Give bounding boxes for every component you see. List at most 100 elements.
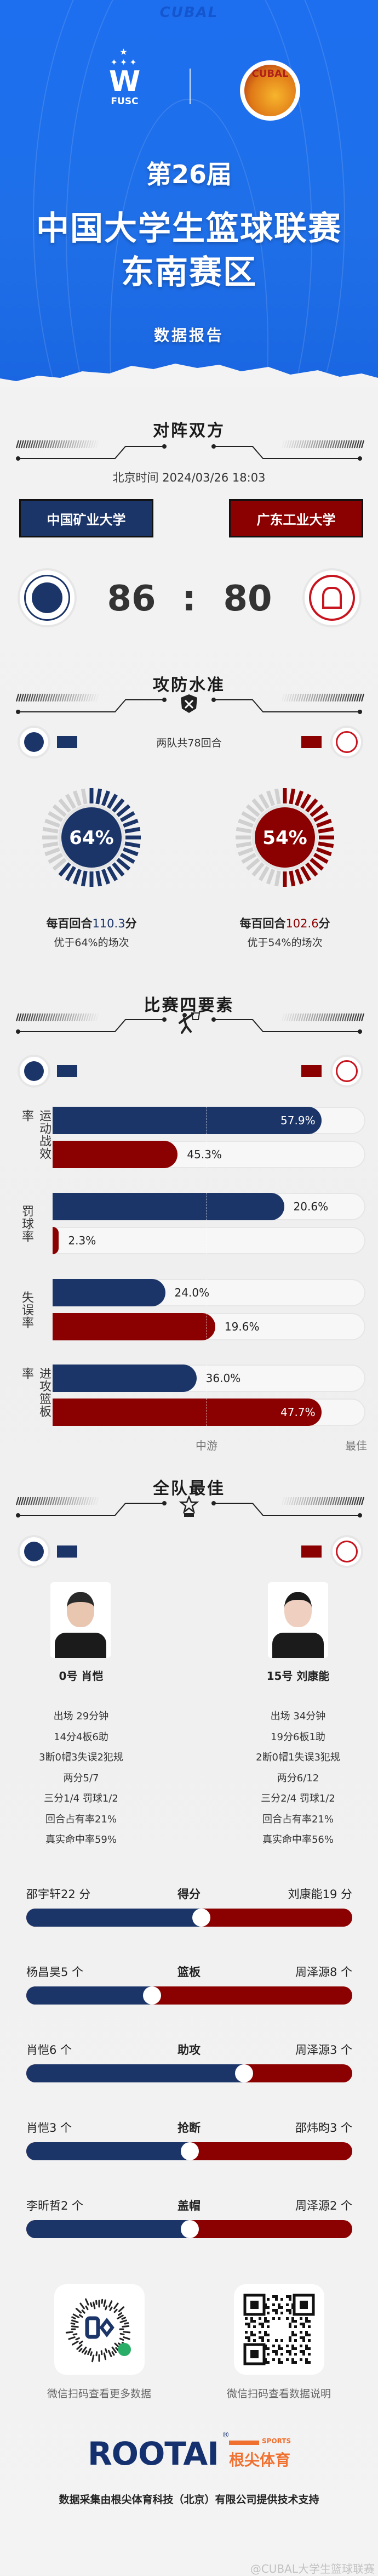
away-team-name: 广东工业大学 (256, 512, 336, 528)
possessions-total: 两队共78回合 (156, 737, 222, 749)
ring-tick (300, 794, 312, 809)
away-color-chip (301, 1545, 322, 1558)
home-color-chip (57, 736, 77, 748)
section-divider (0, 1012, 378, 1034)
sponsor-chinese-name: 根尖体育 (229, 2451, 291, 2469)
ring-tick (42, 826, 59, 834)
factor-home-track: 24.0% (53, 1279, 365, 1306)
ring-tick (318, 841, 334, 848)
qr-left-caption: 微信扫码查看更多数据 (47, 2388, 151, 2400)
leader-home-share (26, 1909, 202, 1927)
trophy-icon (179, 1494, 199, 1517)
leader-away: 邵炜昀3 个 (295, 2121, 352, 2135)
ring-tick (119, 852, 135, 864)
home-efficiency-ring (42, 788, 141, 887)
weibo-watermark: @CUBAL大学生篮球联赛 (250, 2562, 375, 2575)
leader-away: 周泽源3 个 (295, 2043, 352, 2057)
ring-tick (81, 788, 88, 805)
leader-away: 刘康能19 分 (288, 1888, 352, 1901)
ring-tick (258, 865, 270, 881)
torn-edge (0, 364, 378, 387)
axis-label-best: 最佳 (345, 1439, 367, 1452)
leader-home-share (26, 2064, 244, 2082)
away-player-name: 15号 刘康能 (266, 1669, 330, 1683)
report-subtitle: 数据报告 (153, 326, 224, 344)
factor-label: 进攻篮板率 (20, 1367, 51, 1418)
factor-away-track: 19.6% (53, 1313, 365, 1340)
divider-graphic (15, 1494, 365, 1518)
logo-divider (190, 69, 191, 104)
ring-tick (294, 790, 304, 806)
factor-home-bar (53, 1365, 197, 1392)
home-player-name: 0号 肖恺 (59, 1669, 104, 1683)
home-color-chip (57, 1065, 77, 1077)
ring-tick (44, 847, 60, 857)
factor-away-track: 45.3% (53, 1141, 365, 1168)
section-title-four-factors: 比赛四要素 (144, 996, 234, 1015)
mini-program-qr-code[interactable] (54, 2284, 145, 2375)
section-title-matchup: 对阵双方 (153, 421, 225, 440)
home-team-banner: 中国矿业大学 (18, 495, 155, 537)
leader-split-knob (180, 2142, 199, 2160)
ring-inner-border (251, 804, 318, 871)
ring-tick (52, 804, 67, 817)
ring-tick (112, 862, 125, 877)
leader-compare-bar (26, 2142, 352, 2160)
factor-home-value: 24.0% (174, 1286, 210, 1299)
axis-label-mid: 中游 (196, 1439, 217, 1452)
ring-tick (48, 852, 64, 864)
ring-tick (106, 794, 118, 809)
ring-tick (245, 858, 260, 871)
home-team-name: 中国矿业大学 (47, 512, 126, 528)
data-explanation-qr-code[interactable] (234, 2284, 324, 2375)
ring-tick (81, 870, 88, 887)
ring-tick (318, 826, 334, 834)
ring-tick (305, 862, 318, 877)
brand-wordmark: CUBAL (159, 4, 219, 21)
factor-home-track: 57.9% (53, 1107, 365, 1134)
away-score: 80 (223, 579, 272, 619)
ring-tick (123, 847, 139, 857)
sponsor-logo: ROOTAI ® SPORTS 根尖体育 (88, 2431, 296, 2473)
ring-center (61, 807, 122, 868)
ring-tick (274, 870, 281, 887)
leader-home-share (26, 2220, 190, 2238)
ring-tick (289, 870, 296, 887)
ring-tick (119, 811, 135, 823)
ring-tick (274, 788, 281, 805)
player-stat-line: 2断0帽1失误3犯规 (256, 1752, 340, 1763)
title-line-2: 东南赛区 (121, 253, 257, 292)
player-stat-line: 真实命中率56% (262, 1834, 334, 1845)
factor-away-bar (53, 1141, 178, 1168)
away-team-logo (305, 570, 359, 625)
ring-tick (241, 852, 257, 864)
score-separator: : (182, 579, 196, 619)
ring-tick (72, 790, 82, 806)
factor-label: 运动战效率 (20, 1109, 51, 1160)
ring-tick (58, 798, 71, 813)
fusc-logo-text: FUSC (111, 96, 139, 107)
away-rating: 每百回合102.6分 (219, 915, 351, 931)
leader-home: 邵宇轩22 分 (26, 1888, 91, 1901)
player-stat-line: 出场 34分钟 (270, 1711, 326, 1722)
ring-tick (289, 788, 296, 805)
away-team-logo-small (333, 728, 361, 756)
factor-away-track: 2.3% (53, 1227, 365, 1254)
cubal-logo: CUBAL (240, 60, 300, 121)
section-divider (0, 439, 378, 461)
ring-tick (266, 790, 276, 806)
hero-banner: CUBAL ★ ✦✦✦ W FUSC CUBAL 第26届 中国大学生篮球联赛 东… (0, 0, 378, 387)
player-stat-line: 两分5/7 (63, 1772, 99, 1784)
player-stat-line: 两分6/12 (277, 1772, 319, 1784)
ring-tick (294, 869, 304, 885)
rating-suffix: 分 (125, 917, 137, 930)
factor-away-value: 19.6% (224, 1320, 260, 1333)
ring-tick (251, 798, 265, 813)
factor-home-bar (53, 1193, 284, 1220)
player-stat-line: 三分2/4 罚球1/2 (261, 1793, 335, 1804)
ring-tick (95, 788, 102, 805)
sponsor-wordmark: ROOTAI (88, 2435, 219, 2472)
ring-tick (101, 869, 111, 885)
home-score: 86 (107, 579, 156, 619)
away-team-logo-small (333, 1057, 361, 1085)
